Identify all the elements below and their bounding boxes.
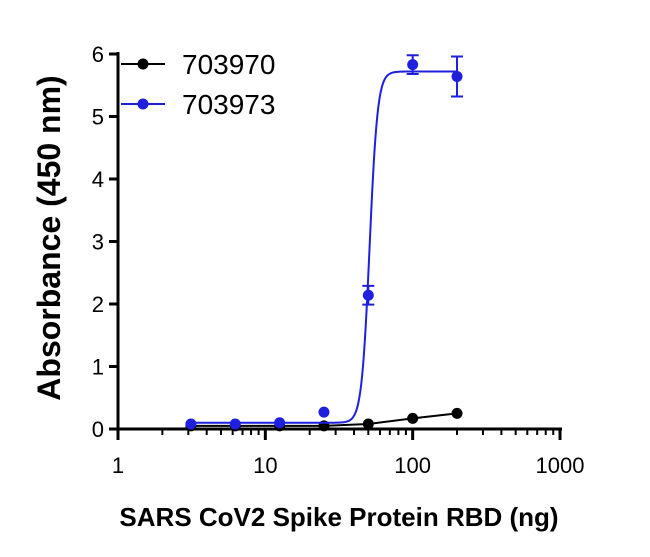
data-point — [274, 417, 286, 429]
x-tick-label: 10 — [253, 453, 277, 478]
y-tick-label: 0 — [92, 417, 104, 442]
x-axis-title: SARS CoV2 Spike Protein RBD (ng) — [119, 502, 558, 532]
legend-item-703973: 703973 — [121, 89, 275, 120]
data-point — [362, 418, 374, 430]
data-point — [407, 59, 419, 71]
data-point — [318, 406, 330, 418]
series-703973 — [185, 54, 464, 430]
legend-item-703970: 703970 — [121, 49, 275, 80]
y-axis: 0 1 2 3 4 5 6 — [92, 42, 120, 442]
legend-label: 703973 — [182, 89, 275, 120]
series-layer — [185, 54, 464, 432]
legend-marker — [137, 98, 149, 110]
legend: 703970 703973 — [121, 49, 275, 120]
x-axis: 1 10 100 1000 — [112, 427, 585, 478]
y-tick-label: 6 — [92, 42, 104, 67]
y-tick-label: 3 — [92, 230, 104, 255]
series-line — [190, 70, 458, 424]
x-tick-label: 1 — [112, 453, 124, 478]
x-tick-label: 100 — [394, 453, 431, 478]
data-point — [185, 418, 197, 430]
y-tick-label: 5 — [92, 105, 104, 130]
x-tick-label: 1000 — [536, 453, 585, 478]
y-tick-label: 2 — [92, 292, 104, 317]
y-tick-label: 4 — [92, 167, 104, 192]
data-point — [229, 418, 241, 430]
legend-marker — [137, 58, 149, 70]
data-point — [407, 412, 419, 424]
y-tick-label: 1 — [92, 355, 104, 380]
data-point — [451, 71, 463, 82]
y-axis-title: Absorbance (450 nm) — [31, 75, 67, 400]
data-point — [451, 407, 463, 419]
data-point — [362, 289, 374, 301]
legend-label: 703970 — [182, 49, 275, 80]
